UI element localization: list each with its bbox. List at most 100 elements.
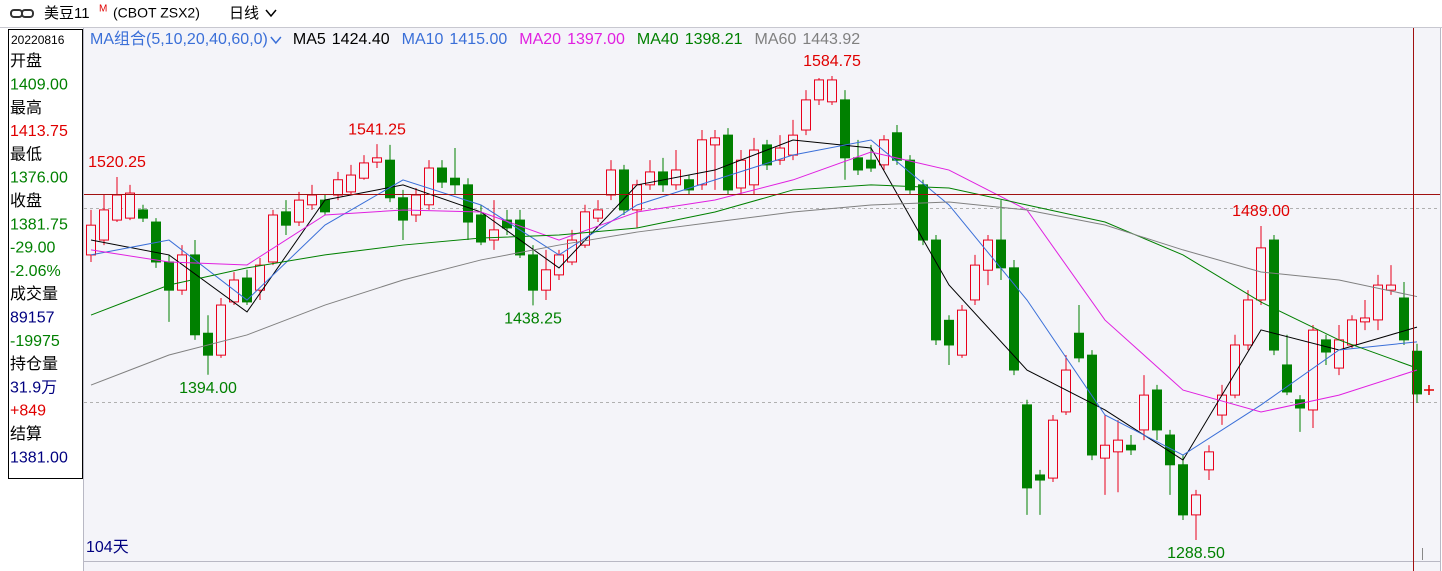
period-chevron[interactable] [265, 9, 277, 18]
ma-line [90, 184, 1418, 369]
candle-body [814, 79, 824, 101]
candle-body [242, 277, 252, 303]
legend-value: 1424.40 [332, 31, 390, 48]
legend-value: 1415.00 [449, 31, 507, 48]
legend-value: 1398.21 [685, 31, 743, 48]
candle-body [1048, 419, 1058, 479]
candle-body [541, 269, 551, 291]
candle-body [99, 209, 109, 241]
candle-body [710, 137, 720, 146]
candle-body [1152, 389, 1162, 431]
ma-group-selector[interactable]: MA组合(5,10,20,40,60,0) [90, 30, 268, 48]
candle-body [320, 199, 330, 213]
candle-body [1308, 329, 1318, 411]
info-item: -19975 [10, 333, 60, 350]
info-item: 最低 [10, 145, 42, 163]
candle-body [866, 159, 876, 169]
extreme-label: 1489.00 [1232, 203, 1290, 220]
candle-body [528, 254, 538, 291]
candle-body [216, 304, 226, 356]
info-item: 最高 [10, 99, 42, 117]
candle-body [125, 192, 135, 219]
info-date: 20220816 [11, 33, 65, 47]
candle-body [398, 197, 408, 221]
candle-body [775, 147, 785, 161]
candle-body [580, 211, 590, 246]
info-item: 成交量 [10, 285, 58, 303]
candle-body [918, 184, 928, 241]
extreme-label: 1394.00 [179, 380, 237, 397]
candle-body [1334, 339, 1344, 369]
info-item: 1381.75 [10, 216, 68, 233]
legend-name: MA40 [637, 31, 679, 48]
candle-body [970, 264, 980, 301]
ma-line [90, 139, 1418, 456]
candle-body [996, 239, 1006, 269]
candle-body [112, 194, 122, 221]
candle-body [437, 167, 447, 183]
candle-body [281, 211, 291, 226]
candle-body [1165, 434, 1175, 466]
candle-body [1347, 319, 1357, 346]
candle-body [762, 144, 772, 166]
candle-body [931, 239, 941, 341]
candle-body [1399, 297, 1409, 341]
candle-body [1256, 247, 1266, 301]
period-selector[interactable]: 日线 [229, 5, 259, 22]
instrument-superscript: M [99, 4, 107, 15]
candle-body [788, 134, 798, 156]
ma-line [90, 139, 1418, 461]
candle-body [827, 79, 837, 103]
candle-body [1204, 451, 1214, 471]
candle-body [853, 157, 863, 171]
candle-body [424, 167, 434, 206]
candle-body [1074, 332, 1084, 359]
sub-chart-background [84, 562, 1440, 571]
info-item: 1413.75 [10, 123, 68, 140]
candle-body [255, 264, 265, 291]
candle-body [411, 194, 421, 216]
candle-body [1113, 439, 1123, 453]
candle-body [957, 309, 967, 356]
legend-name: MA20 [519, 31, 561, 48]
candle-body [905, 159, 915, 191]
candle-body [1269, 239, 1279, 351]
candle-body [372, 157, 382, 163]
candle-body [1360, 317, 1370, 323]
candle-body [1035, 474, 1045, 481]
instrument-title: 美豆11 [44, 5, 90, 22]
candle-body [1178, 464, 1188, 516]
legend-value: 1397.00 [567, 31, 625, 48]
info-item: -2.06% [10, 263, 61, 280]
candle-body [944, 319, 954, 346]
candle-body [359, 162, 369, 179]
ma-group-chevron[interactable] [270, 36, 282, 45]
candle-body [645, 171, 655, 186]
link-icon [10, 9, 34, 18]
candle-body [1022, 404, 1032, 489]
candle-body [307, 194, 317, 206]
candle-body [229, 279, 239, 303]
candle-body [684, 179, 694, 191]
candle-body [1139, 394, 1149, 431]
candle-body [1386, 284, 1396, 291]
candle-body [593, 209, 603, 219]
candle-body [489, 229, 499, 241]
candle-body [177, 254, 187, 291]
info-items: 开盘 1409.00 最高 1413.75 最低 1376.00 收盘 1381.75 -29.… [10, 51, 68, 466]
candle-body [840, 99, 850, 159]
plot-background [84, 28, 1440, 561]
extreme-label: 1520.25 [88, 154, 146, 171]
candle-body [268, 214, 278, 263]
candle-body [346, 174, 356, 193]
candle-body [1412, 350, 1422, 395]
candle-body [567, 239, 577, 263]
legend: MA组合(5,10,20,40,60,0) MA5 1424.40 MA10 1415.… [90, 30, 860, 48]
candle-body [450, 177, 460, 186]
candle-body [1217, 394, 1227, 416]
info-item: 1381.00 [10, 449, 68, 466]
extreme-label: 1288.50 [1167, 545, 1225, 562]
candle-body [801, 99, 811, 131]
ma-line [90, 201, 1418, 386]
